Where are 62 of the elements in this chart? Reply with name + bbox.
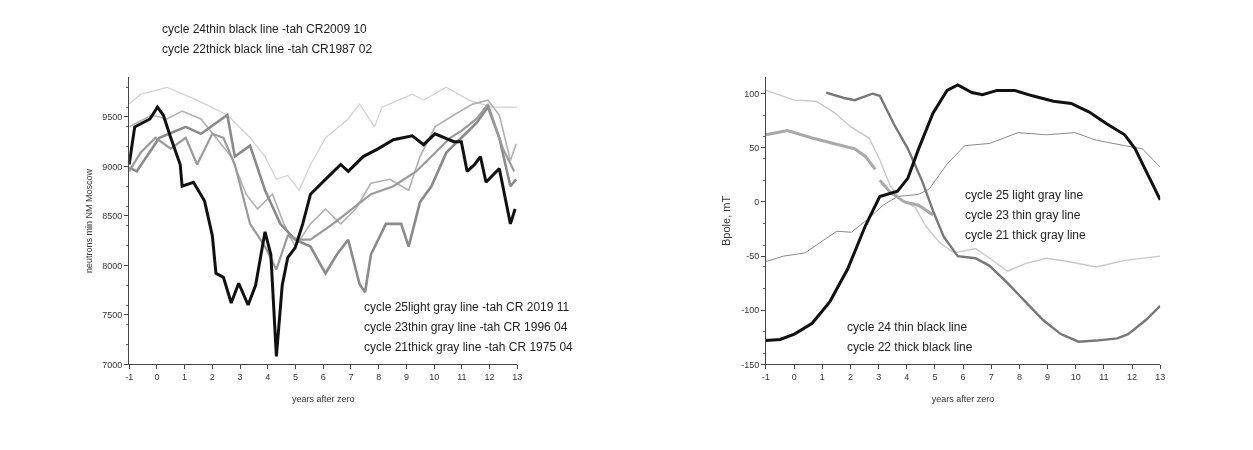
x-axis-title: years after zero xyxy=(931,394,995,404)
line-series xyxy=(765,89,1161,272)
x-tick-label: 1 xyxy=(819,372,825,383)
x-tick-label: 5 xyxy=(932,372,938,383)
y-tick-label: 9500 xyxy=(102,112,123,123)
x-tick-label: 11 xyxy=(457,372,467,383)
x-tick-label: 10 xyxy=(1070,372,1081,383)
x-tick-label: 7 xyxy=(988,372,994,383)
x-tick-label: 1 xyxy=(182,372,188,383)
y-tick-label: 50 xyxy=(749,142,760,153)
annotation: cycle 23thin gray line -tah CR 1996 04 xyxy=(364,320,568,334)
y-tick-label: 9000 xyxy=(102,161,123,172)
x-tick-label: 12 xyxy=(484,372,495,383)
x-tick-label: 11 xyxy=(1099,372,1109,383)
x-tick-label: -1 xyxy=(125,372,134,383)
annotation: cycle 21thick gray line -tah CR 1975 04 xyxy=(364,340,574,354)
line-series xyxy=(129,86,518,191)
x-tick-label: 0 xyxy=(154,372,160,383)
line-series xyxy=(825,91,1161,343)
x-tick-label: 3 xyxy=(876,372,882,383)
x-tick-label: 7 xyxy=(348,372,354,383)
y-axis-title: Bpole, mT xyxy=(719,195,732,246)
annotation: cycle 24 thin black line xyxy=(847,320,968,334)
y-tick-label: 7500 xyxy=(102,310,123,321)
x-axis-title: years after zero xyxy=(291,394,355,404)
y-tick-label: -150 xyxy=(741,359,760,370)
y-tick-label: -50 xyxy=(746,251,760,262)
annotation: cycle 21 thick gray line xyxy=(965,228,1087,242)
text: cycle 24thin black line -tah CR2009 10 xyxy=(162,22,368,36)
y-tick-label: 8500 xyxy=(102,211,123,222)
y-tick-label: 8000 xyxy=(102,260,123,271)
x-tick-label: 12 xyxy=(1127,372,1138,383)
x-tick-label: 4 xyxy=(904,372,910,383)
line-series xyxy=(129,99,518,248)
x-tick-label: 10 xyxy=(429,372,440,383)
y-tick-label: 7000 xyxy=(102,359,123,370)
x-tick-label: 8 xyxy=(1016,372,1022,383)
x-tick-label: 9 xyxy=(403,372,409,383)
x-tick-label: 9 xyxy=(1045,372,1051,383)
y-tick-label: 100 xyxy=(744,88,760,99)
annotation: cycle 25 light gray line xyxy=(965,188,1084,202)
line-series xyxy=(765,132,1161,263)
x-tick-label: 2 xyxy=(209,372,215,383)
x-tick-label: 5 xyxy=(293,372,299,383)
annotation: cycle 22 thick black line xyxy=(847,340,973,354)
x-tick-label: 0 xyxy=(791,372,797,383)
x-tick-label: 13 xyxy=(512,372,523,383)
x-tick-label: 3 xyxy=(237,372,243,383)
x-tick-label: 2 xyxy=(847,372,853,383)
y-tick-label: 0 xyxy=(754,197,760,208)
annotation: cycle 25light gray line -tah CR 2019 11 xyxy=(364,300,570,314)
x-tick-label: 6 xyxy=(320,372,326,383)
y-axis-title: neutrons min NM Moscow xyxy=(83,168,94,273)
x-tick-label: 13 xyxy=(1155,372,1166,383)
annotation: cycle 23 thin gray line xyxy=(965,208,1081,222)
x-tick-label: 6 xyxy=(960,372,966,383)
text: cycle 22thick black line -tah CR1987 02 xyxy=(162,42,373,56)
x-tick-label: 4 xyxy=(265,372,271,383)
y-tick-label: -100 xyxy=(741,305,760,316)
x-tick-label: -1 xyxy=(761,372,770,383)
x-tick-label: 8 xyxy=(376,372,382,383)
line-series xyxy=(765,83,1161,343)
